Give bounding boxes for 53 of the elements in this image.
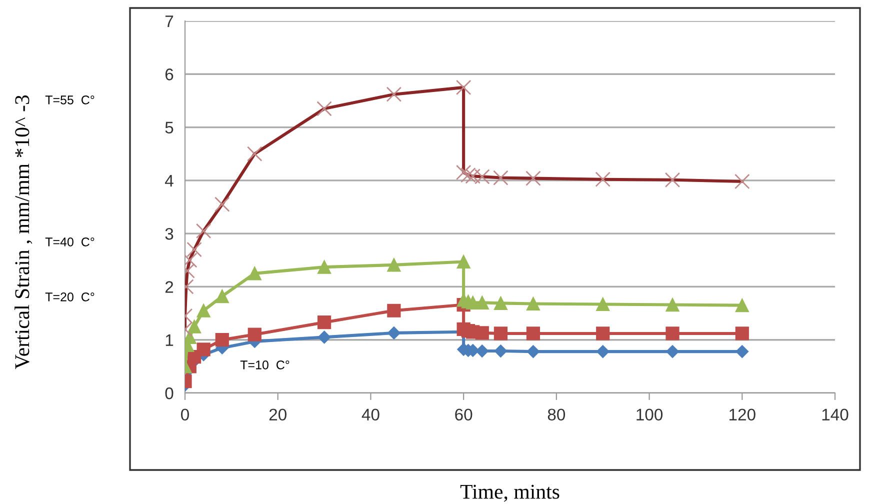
x-tick-label: 100: [636, 408, 663, 421]
point: [215, 289, 229, 304]
point: [387, 304, 401, 318]
y-tick-label: 7: [165, 16, 174, 28]
point: [666, 345, 679, 358]
point: [735, 326, 749, 340]
point: [318, 330, 331, 344]
text: T=20 C°: [45, 292, 94, 302]
point: [196, 342, 210, 356]
point: [476, 344, 489, 358]
point: [248, 328, 262, 342]
x-tick-label: 0: [181, 408, 189, 421]
point: [387, 326, 400, 340]
y-tick-label: 6: [165, 68, 174, 80]
text: T=55 C°: [45, 96, 94, 104]
point: [215, 333, 229, 347]
x-axis-title: Time, mints: [460, 484, 560, 502]
point: [317, 260, 332, 274]
point: [596, 326, 610, 340]
y-tick-label: 4: [165, 175, 174, 186]
x-tick-label: 40: [362, 408, 380, 421]
y-tick-label: 3: [165, 228, 174, 240]
point: [248, 266, 262, 280]
point: [475, 326, 489, 340]
point: [494, 296, 508, 310]
x-tick-label: 20: [269, 408, 286, 421]
point: [494, 326, 508, 340]
point: [196, 304, 210, 318]
x-tick-label: 120: [730, 408, 756, 421]
point: [526, 345, 540, 358]
point: [596, 345, 610, 358]
point: [387, 258, 401, 272]
x-tick-label: 60: [455, 408, 472, 421]
annotation: T=10 C°: [240, 360, 290, 370]
point: [187, 320, 202, 334]
point: [526, 326, 540, 340]
text: T=40 C°: [45, 238, 94, 246]
point: [666, 326, 680, 340]
text: Vertical Strain , mm/mm *10^ -3: [14, 95, 32, 370]
point: [735, 298, 749, 312]
x-tick-label: 80: [548, 408, 566, 421]
point: [526, 296, 540, 311]
point: [596, 297, 610, 312]
y-tick-label: 2: [165, 281, 174, 293]
point: [494, 344, 508, 358]
y-tick-label: 0: [165, 387, 174, 400]
x-tick-label: 140: [822, 408, 848, 421]
y-tick-label: 5: [165, 122, 174, 134]
point: [666, 298, 680, 312]
point: [456, 254, 470, 269]
point: [317, 316, 332, 330]
point: [736, 345, 749, 358]
y-tick-label: 1: [166, 334, 174, 346]
